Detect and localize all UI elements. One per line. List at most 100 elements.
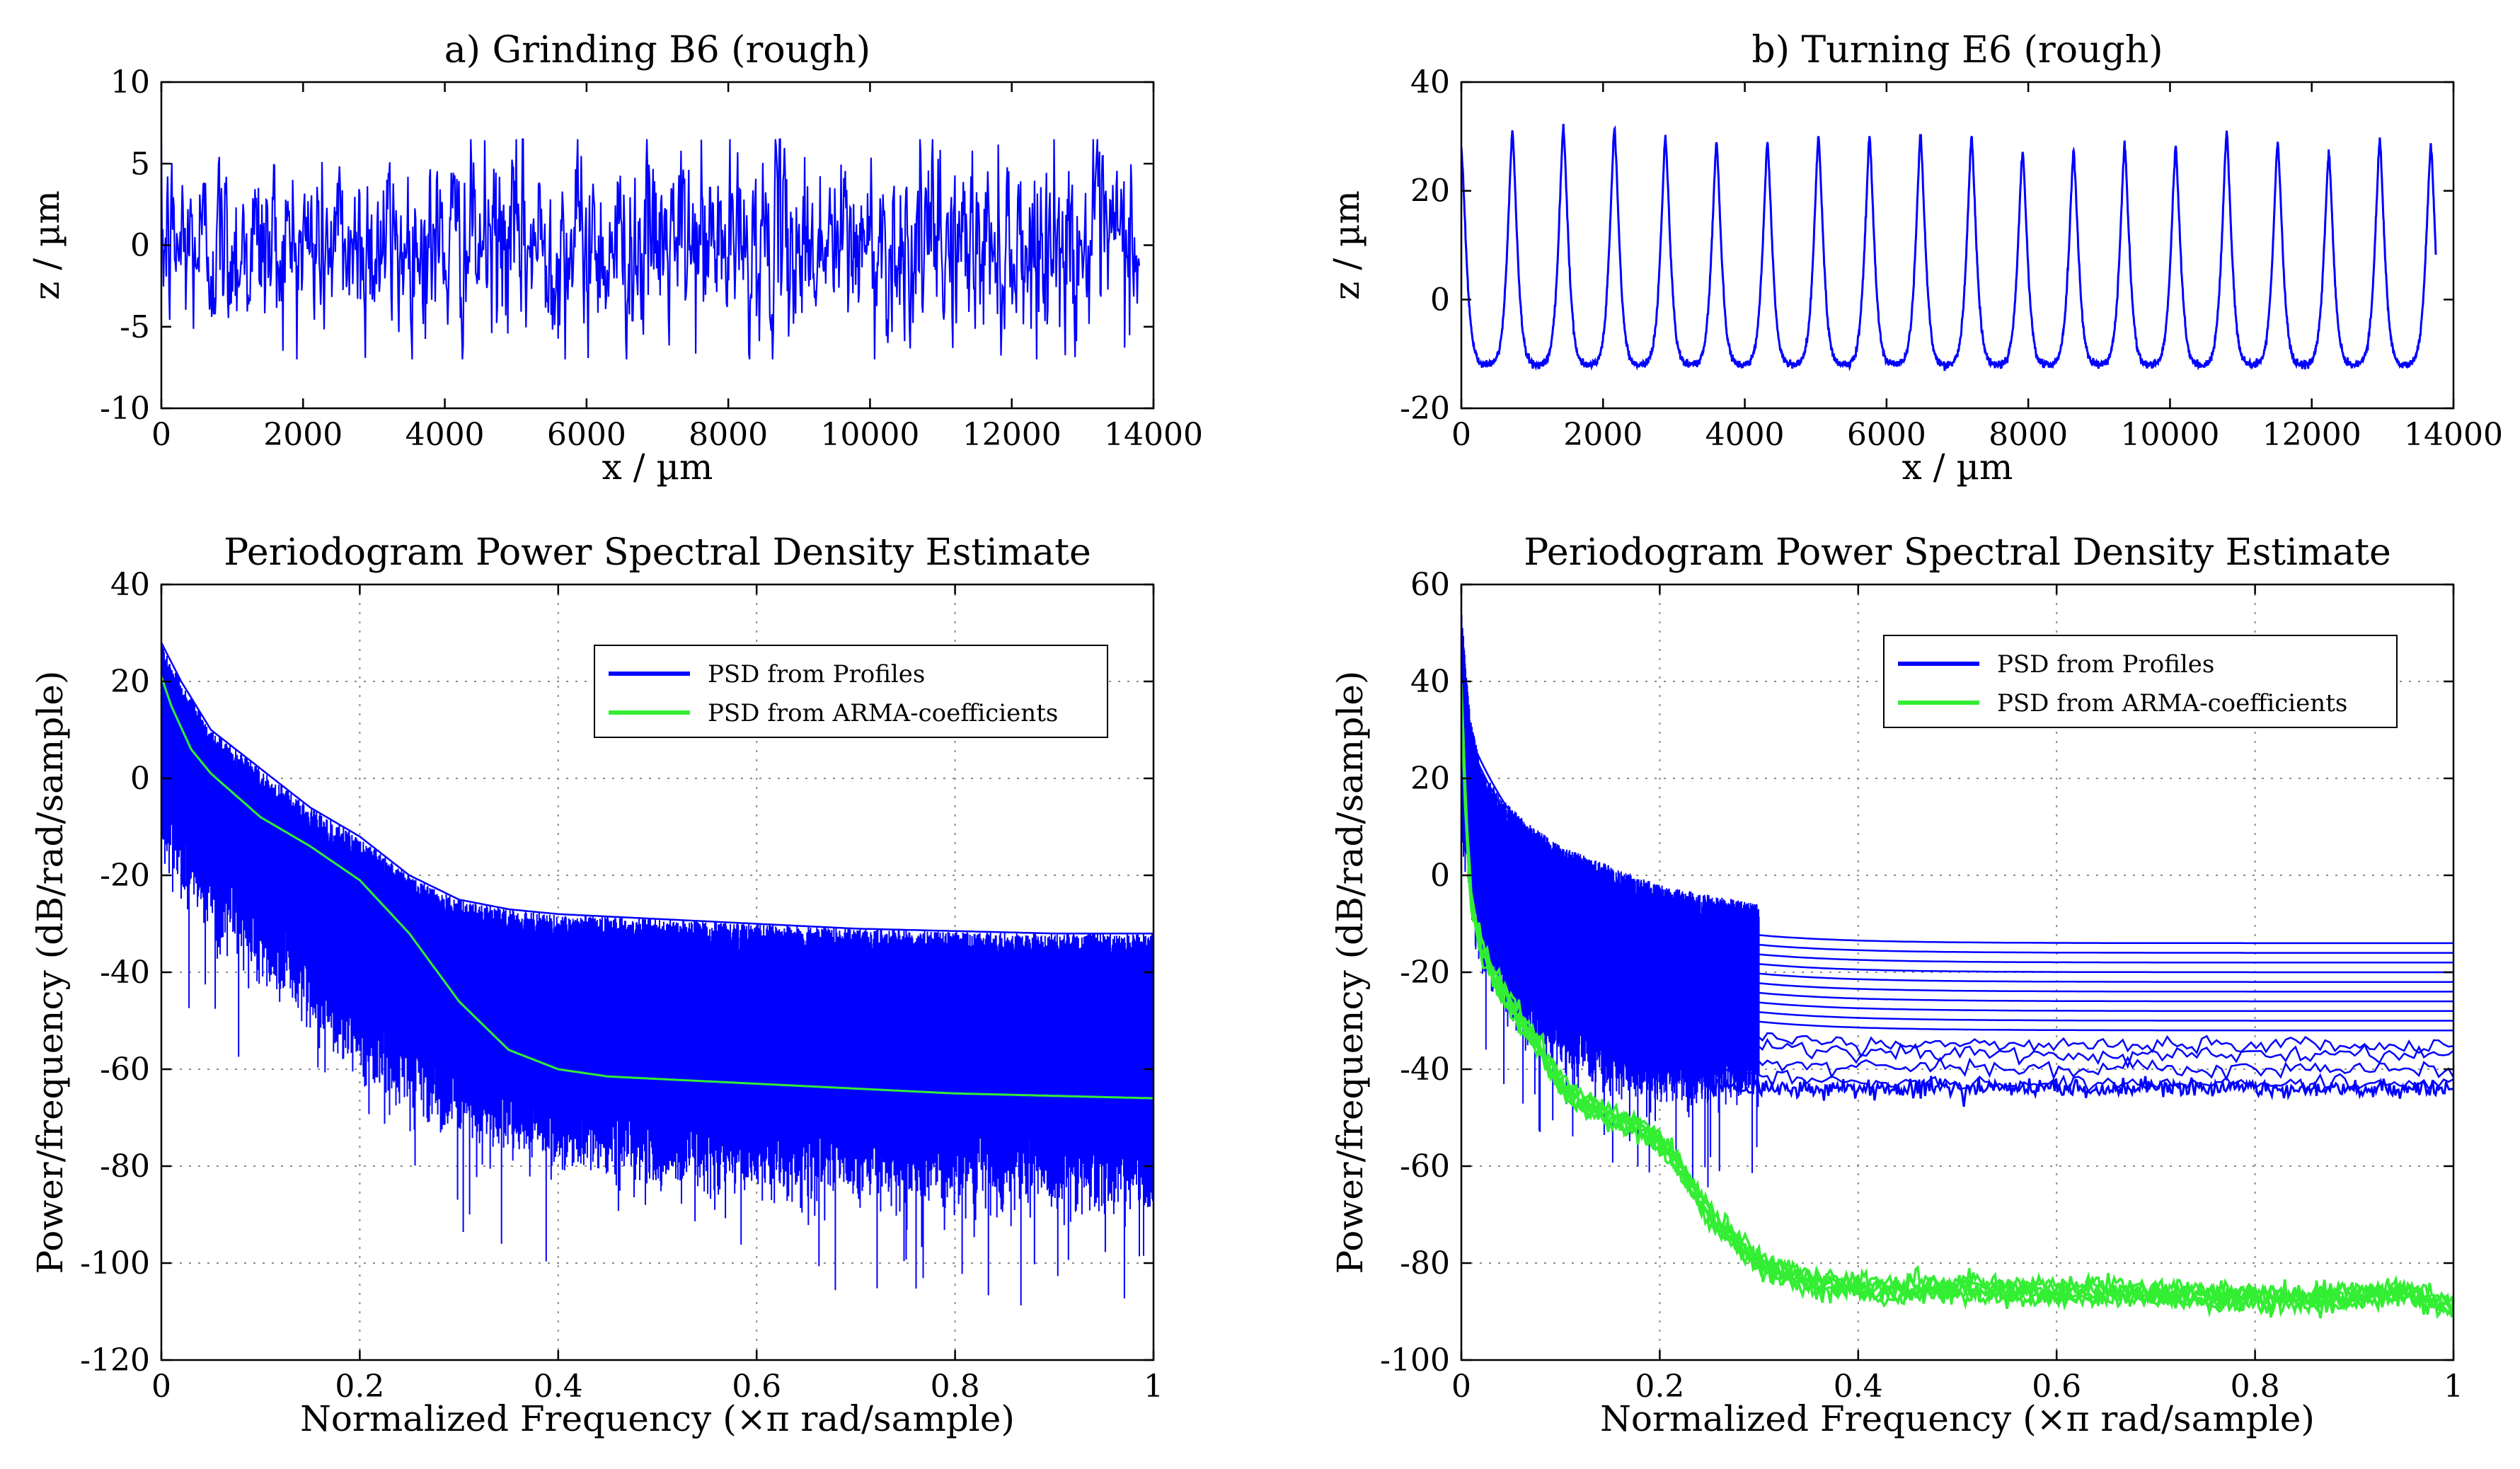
y-tick-label: 0 [130, 228, 150, 264]
x-tick-label: 0 [1451, 417, 1471, 453]
y-tick-label: 40 [110, 567, 150, 603]
legend-entry: PSD from ARMA-coefficients [708, 699, 1058, 727]
chart-title: a) Grinding B6 (rough) [444, 29, 870, 71]
chart-title: b) Turning E6 (rough) [1751, 29, 2163, 71]
series-psd-profile-curve [1465, 759, 2453, 983]
x-tick-label: 0.8 [931, 1369, 980, 1405]
series-psd-profile-curve [1465, 735, 2453, 954]
x-tick-label: 0 [151, 417, 171, 453]
legend-entry: PSD from ARMA-coefficients [1997, 689, 2347, 718]
y-tick-label: -20 [1400, 955, 1450, 991]
x-tick-label: 0.4 [1834, 1369, 1883, 1405]
legend: PSD from Profiles PSD from ARMA-coefficie… [1883, 635, 2398, 728]
x-tick-label: 4000 [1705, 417, 1785, 453]
x-axis-label: Normalized Frequency (×π rad/sample) [300, 1398, 1015, 1439]
y-tick-label: 20 [1410, 761, 1450, 797]
x-tick-label: 0.2 [335, 1369, 384, 1405]
panel-grinding-profile: 0 2000 4000 6000 8000 10000 12000 14000 -10 -5 0 5 1… [26, 29, 1203, 488]
y-tick-label: -100 [1380, 1342, 1450, 1378]
y-tick-label: -80 [1400, 1245, 1450, 1281]
y-tick-label: 0 [1430, 858, 1450, 894]
series-layer [161, 642, 1153, 1306]
x-axis-label: x / µm [1902, 447, 2013, 488]
y-tick-label: -80 [100, 1148, 150, 1185]
y-tick-label: -10 [100, 391, 150, 427]
x-tick-label: 0 [1451, 1369, 1471, 1405]
y-tick-label: 10 [110, 64, 150, 100]
y-tick-label: 20 [1410, 173, 1450, 209]
x-tick-label: 0.6 [2032, 1369, 2081, 1405]
x-tick-label: 4000 [405, 417, 485, 453]
panel-turning-psd: 0 0.2 0.4 0.6 0.8 1 -100 -80 -60 -40 -20 0 20 40 60 Per… [1330, 531, 2463, 1439]
y-tick-label: -5 [120, 309, 150, 345]
series-profile-turning [1461, 124, 2437, 371]
x-tick-label: 2000 [1563, 417, 1642, 453]
series-psd-profile-curve [1465, 773, 2453, 1003]
y-axis-label: Power/frequency (dB/rad/sample) [30, 671, 71, 1274]
x-tick-label: 1 [1144, 1369, 1163, 1405]
x-tick-label: 10000 [820, 417, 919, 453]
series-psd-profile-curve [1465, 751, 2453, 974]
y-tick-label: 40 [1410, 664, 1450, 700]
series-psd-profile-floor [1709, 1076, 2453, 1107]
x-tick-label: 10000 [2120, 417, 2219, 453]
chart-title: Periodogram Power Spectral Density Estim… [1524, 531, 2391, 574]
series-psd-profiles-envelope [161, 642, 1153, 935]
series-layer [1461, 614, 2453, 1320]
series-psd-arma [161, 676, 1153, 1100]
x-tick-label: 8000 [1989, 417, 2068, 453]
y-tick-label: -40 [1400, 1052, 1450, 1088]
y-axis-label: z / µm [1326, 190, 1367, 300]
x-tick-label: 14000 [1104, 417, 1203, 453]
legend-entry: PSD from Profiles [1997, 650, 2214, 679]
x-tick-label: 0.8 [2231, 1369, 2280, 1405]
x-axis-label: x / µm [602, 447, 713, 488]
x-tick-label: 0 [151, 1369, 171, 1405]
y-tick-label: 60 [1410, 567, 1450, 603]
series-psd-profile-curve [1465, 797, 2453, 1032]
y-tick-label: -60 [100, 1052, 150, 1088]
legend-entry: PSD from Profiles [708, 660, 925, 689]
y-tick-label: 40 [1410, 64, 1450, 100]
x-tick-label: 14000 [2404, 417, 2503, 453]
y-tick-label: -20 [100, 858, 150, 894]
series-psd-profile-curve [1465, 728, 2453, 945]
x-tick-label: 2000 [263, 417, 343, 453]
series-psd-profile-curve [1465, 781, 2453, 1013]
x-tick-label: 8000 [689, 417, 768, 453]
x-axis-label: Normalized Frequency (×π rad/sample) [1600, 1398, 2315, 1439]
series-layer [161, 138, 1141, 360]
y-tick-label: -60 [1400, 1148, 1450, 1185]
panel-grinding-psd: 0 0.2 0.4 0.6 0.8 1 -120 -100 -80 -60 -40 -20 0 20 40 P… [30, 531, 1163, 1439]
y-axis-label: z / µm [26, 190, 67, 300]
y-tick-label: -40 [100, 955, 150, 991]
y-tick-label: 5 [130, 146, 150, 182]
y-tick-label: -120 [80, 1342, 150, 1378]
y-tick-label: 20 [110, 664, 150, 700]
x-tick-label: 0.4 [534, 1369, 583, 1405]
x-tick-label: 12000 [2262, 417, 2361, 453]
series-psd-profile-curve [1465, 805, 2453, 1059]
series-psd-profile-curve [1465, 789, 2453, 1022]
series-layer [1461, 124, 2437, 371]
series-psd-profile-curve [1465, 821, 2453, 1081]
series-psd-arma [1461, 683, 2453, 1310]
series-profile-grinding [161, 138, 1141, 360]
series-psd-profile-curve [1465, 829, 2453, 1097]
y-tick-label: 0 [1430, 282, 1450, 318]
y-axis-label: Power/frequency (dB/rad/sample) [1330, 671, 1371, 1274]
panel-turning-profile: 0 2000 4000 6000 8000 10000 12000 14000-2002040… [1326, 29, 2503, 488]
x-tick-label: 0.6 [732, 1369, 781, 1405]
series-psd-profile-curve [1465, 743, 2453, 964]
y-tick-label: -20 [1400, 391, 1450, 427]
ticks: 0 2000 4000 6000 8000 10000 12000 14000 -10 -5 0 5 1… [100, 64, 1203, 453]
x-tick-label: 1 [2444, 1369, 2463, 1405]
x-tick-label: 12000 [962, 417, 1061, 453]
axes-frame [1460, 81, 2455, 410]
series-psd-profile-curve [1465, 766, 2453, 993]
legend-box [1883, 635, 2398, 728]
series-psd-profile-curve [1465, 812, 2453, 1069]
series-psd-profiles-band [161, 657, 1153, 1147]
